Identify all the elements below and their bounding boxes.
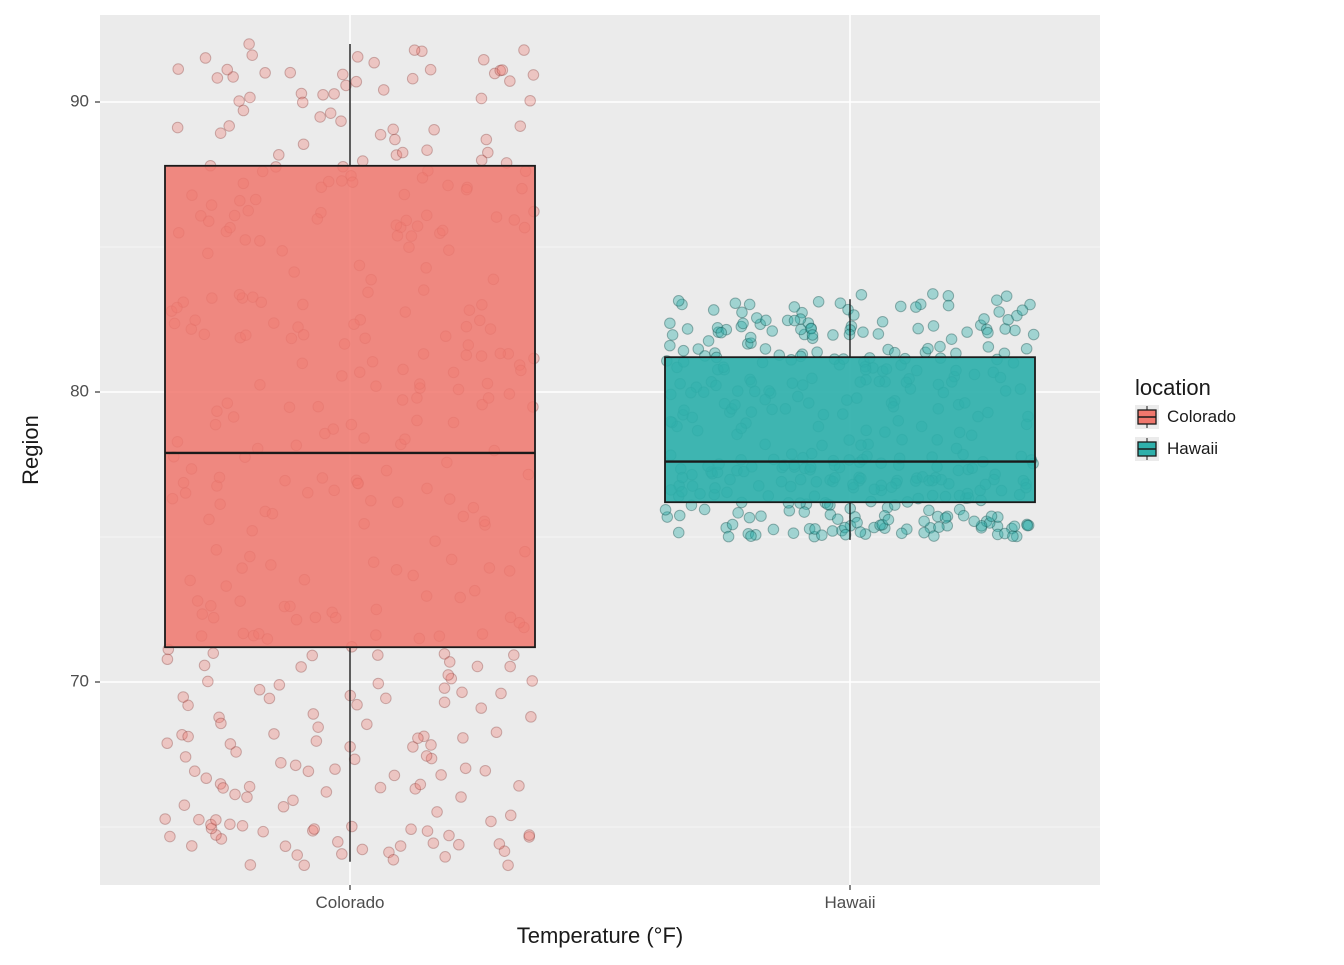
x-axis-title: Temperature (°F) (517, 923, 684, 948)
y-axis-title: Region (18, 415, 43, 485)
y-tick-label: 70 (70, 671, 89, 690)
box-hawaii (665, 357, 1035, 502)
y-tick-label: 90 (70, 91, 89, 110)
x-tick-label: Colorado (316, 893, 385, 912)
boxplot-chart: 70 80 90 Colorado Hawaii Temperature (°F) Regi… (0, 0, 1344, 960)
legend-label: Colorado (1167, 407, 1236, 426)
y-tick-label: 80 (70, 381, 89, 400)
box-colorado (165, 166, 535, 647)
chart-svg: 70 80 90 Colorado Hawaii Temperature (°F) Regi… (0, 0, 1344, 960)
legend-title: location (1135, 375, 1211, 400)
x-tick-label: Hawaii (824, 893, 875, 912)
legend-label: Hawaii (1167, 439, 1218, 458)
